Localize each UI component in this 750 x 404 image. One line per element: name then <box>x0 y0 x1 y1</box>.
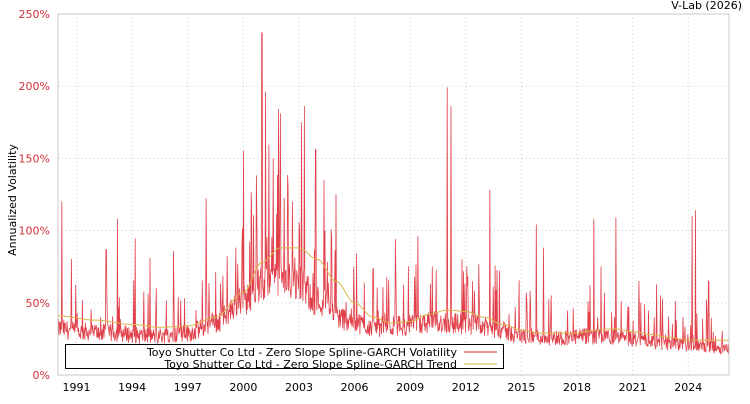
x-tick-label: 2021 <box>619 381 647 394</box>
x-tick-label: 2006 <box>341 381 369 394</box>
volatility-line <box>57 32 730 355</box>
x-tick-label: 1991 <box>63 381 91 394</box>
trend-series <box>58 247 729 341</box>
x-tick-label: 1997 <box>174 381 202 394</box>
y-axis-ticks: 0% 50% 100% 150% 200% 250% <box>19 8 50 382</box>
x-tick-label: 2024 <box>674 381 702 394</box>
x-tick-label: 1994 <box>118 381 146 394</box>
x-tick-label: 2009 <box>396 381 424 394</box>
volatility-series <box>57 32 730 355</box>
y-tick-label: 50% <box>26 297 50 310</box>
x-tick-label: 2003 <box>285 381 313 394</box>
plot-frame <box>57 13 730 376</box>
y-tick-label: 250% <box>19 8 50 21</box>
y-axis-label: Annualized Volatility <box>6 144 19 256</box>
credit-label: V-Lab (2026) <box>671 0 742 12</box>
y-tick-label: 0% <box>33 369 50 382</box>
y-tick-label: 150% <box>19 152 50 165</box>
legend: Toyo Shutter Co Ltd - Zero Slope Spline-… <box>65 344 504 371</box>
legend-label: Toyo Shutter Co Ltd - Zero Slope Spline-… <box>163 358 457 371</box>
legend-box <box>65 344 504 369</box>
legend-label: Toyo Shutter Co Ltd - Zero Slope Spline-… <box>146 346 458 359</box>
x-tick-label: 2012 <box>452 381 480 394</box>
y-tick-label: 200% <box>19 80 50 93</box>
x-tick-label: 2000 <box>229 381 257 394</box>
x-tick-label: 2015 <box>507 381 535 394</box>
y-tick-label: 100% <box>19 225 50 238</box>
x-axis-ticks: 1991 1994 1997 2000 2003 2006 2009 2012 2015 2018… <box>63 381 703 394</box>
trend-line <box>58 247 729 341</box>
gridlines <box>58 14 729 375</box>
x-tick-label: 2018 <box>563 381 591 394</box>
